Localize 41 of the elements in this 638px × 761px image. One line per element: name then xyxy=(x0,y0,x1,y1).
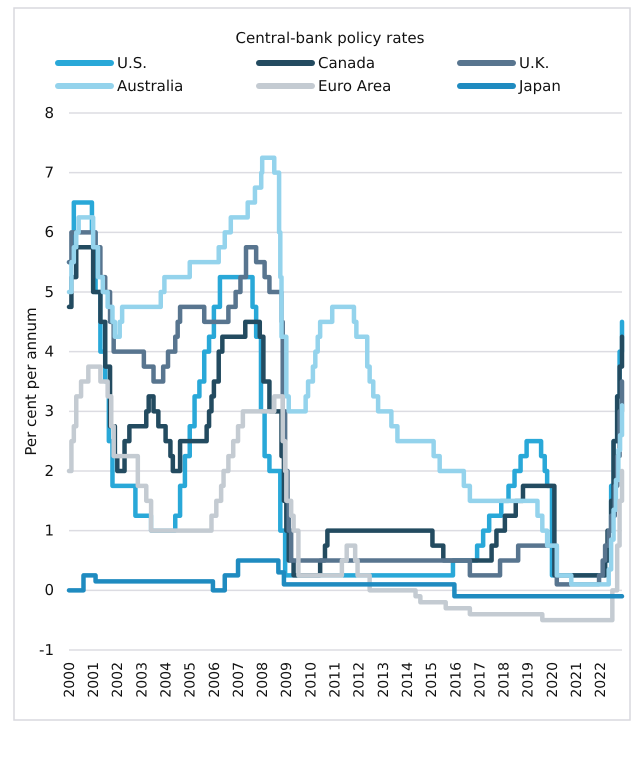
x-tick-label: 2008 xyxy=(255,662,272,698)
y-tick-label: 6 xyxy=(44,223,54,242)
x-tick-label: 2015 xyxy=(424,662,440,698)
y-tick-label: 1 xyxy=(44,521,54,540)
x-tick-label: 2000 xyxy=(62,662,78,698)
x-tick-label: 2011 xyxy=(328,662,344,698)
legend-label: Euro Area xyxy=(318,77,392,95)
y-tick-label: 0 xyxy=(44,581,54,600)
legend-label: Japan xyxy=(518,77,561,95)
x-tick-label: 2003 xyxy=(134,662,150,698)
legend-label: Australia xyxy=(117,77,184,95)
y-tick-label: 3 xyxy=(44,402,54,420)
x-tick-label: 2012 xyxy=(352,662,368,698)
y-tick-label: 7 xyxy=(44,163,54,182)
x-tick-label: 2014 xyxy=(400,662,416,698)
x-tick-label: 2022 xyxy=(593,662,610,698)
x-tick-label: 2016 xyxy=(448,662,464,698)
y-tick-label: 2 xyxy=(44,462,54,480)
x-tick-label: 2010 xyxy=(303,662,320,698)
x-tick-label: 2002 xyxy=(110,662,126,698)
x-tick-label: 2017 xyxy=(472,662,488,698)
y-tick-label: 8 xyxy=(44,104,54,122)
x-tick-label: 2005 xyxy=(182,662,199,698)
legend-label: U.K. xyxy=(519,54,550,72)
legend-label: U.S. xyxy=(117,54,148,72)
x-tick-label: 2018 xyxy=(496,662,513,698)
y-axis-title: Per cent per annum xyxy=(22,307,40,456)
y-tick-label: -1 xyxy=(39,640,54,659)
legend-label: Canada xyxy=(318,54,376,72)
x-tick-label: 2004 xyxy=(158,662,174,698)
x-tick-label: 2020 xyxy=(544,662,561,698)
x-tick-label: 2019 xyxy=(520,662,537,698)
y-tick-label: 4 xyxy=(44,342,54,360)
x-tick-label: 2013 xyxy=(376,662,392,698)
x-tick-label: 2009 xyxy=(279,662,296,698)
x-tick-label: 2007 xyxy=(230,662,247,698)
x-tick-label: 2001 xyxy=(86,662,102,698)
x-tick-label: 2021 xyxy=(569,662,586,698)
y-tick-label: 5 xyxy=(44,282,54,301)
x-tick-label: 2006 xyxy=(206,662,223,698)
chart-title: Central-bank policy rates xyxy=(236,29,425,47)
